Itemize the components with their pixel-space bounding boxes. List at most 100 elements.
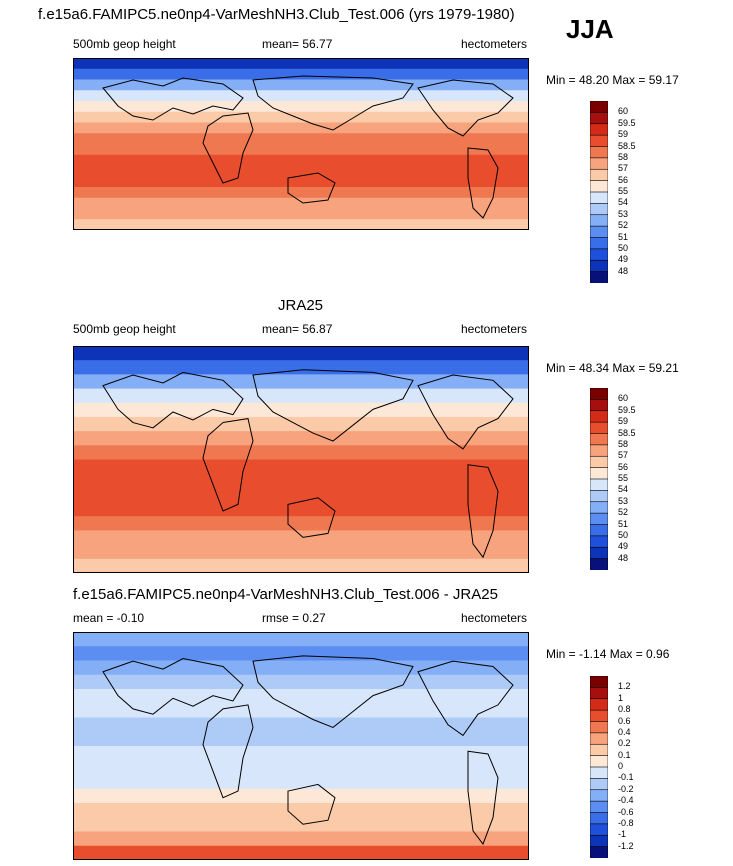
panel1-right-label: hectometers bbox=[461, 37, 528, 51]
heatmap-band bbox=[73, 346, 529, 361]
colorbar-tick-label: 48 bbox=[618, 552, 629, 563]
colorbar-tick-label: 55 bbox=[618, 473, 629, 483]
colorbar-tick-label: 0.1 bbox=[618, 749, 631, 760]
colorbar-tick-label: 51 bbox=[618, 518, 629, 529]
colorbar-tick-label: 0.8 bbox=[618, 704, 631, 715]
colorbar-swatch bbox=[590, 755, 608, 768]
colorbar-swatch bbox=[590, 180, 608, 193]
heatmap-band bbox=[73, 374, 529, 390]
colorbar-tick-label: 50 bbox=[618, 242, 629, 253]
heatmap-band bbox=[73, 79, 529, 91]
coastline bbox=[103, 372, 243, 427]
colorbar-tick-label: 53 bbox=[618, 208, 629, 219]
coastline bbox=[253, 656, 413, 728]
colorbar-swatch bbox=[590, 512, 608, 526]
panel2-map bbox=[73, 346, 529, 573]
colorbar-swatch bbox=[590, 388, 608, 400]
heatmap-band bbox=[73, 646, 529, 662]
heatmap-band bbox=[73, 144, 529, 156]
colorbar-tick-label: 0.6 bbox=[618, 715, 631, 726]
heatmap-band bbox=[73, 58, 529, 70]
heatmap-band bbox=[73, 445, 529, 461]
coastline bbox=[103, 78, 243, 120]
heatmap-band bbox=[73, 208, 529, 220]
heatmap-band bbox=[73, 817, 529, 833]
colorbar-swatch bbox=[590, 214, 608, 227]
panel3-center-label: rmse = 0.27 bbox=[262, 611, 326, 625]
heatmap-band bbox=[73, 660, 529, 676]
colorbar-swatch bbox=[590, 535, 608, 548]
heatmap-band bbox=[73, 187, 529, 199]
heatmap-band bbox=[73, 90, 529, 102]
panel3-right-label: hectometers bbox=[461, 611, 528, 625]
colorbar-swatch bbox=[590, 444, 608, 457]
heatmap-band bbox=[73, 502, 529, 517]
heatmap-band bbox=[73, 760, 529, 776]
heatmap-band bbox=[73, 674, 529, 690]
heatmap-band bbox=[73, 803, 529, 818]
heatmap-band bbox=[73, 689, 529, 704]
heatmap-band bbox=[73, 133, 529, 145]
colorbar-tick-label: 0 bbox=[618, 761, 624, 771]
heatmap-band bbox=[73, 101, 529, 113]
panel2-left-label: 500mb geop height bbox=[73, 322, 176, 336]
colorbar-swatch bbox=[590, 546, 608, 560]
colorbar-tick-label: -0.8 bbox=[618, 817, 634, 828]
colorbar-swatch bbox=[590, 558, 608, 570]
colorbar-swatch bbox=[590, 455, 608, 469]
colorbar-swatch bbox=[590, 399, 608, 412]
colorbar-tick-label: 0.2 bbox=[618, 738, 631, 749]
colorbar-swatch bbox=[590, 490, 608, 503]
colorbar-tick-label: -1.2 bbox=[618, 840, 634, 851]
colorbar-swatch bbox=[590, 698, 608, 711]
coastline bbox=[288, 498, 335, 538]
heatmap-band bbox=[73, 703, 529, 719]
coastline bbox=[418, 80, 513, 136]
colorbar-swatch bbox=[590, 191, 608, 204]
colorbar-swatch bbox=[590, 732, 608, 745]
coastline bbox=[203, 419, 253, 511]
heatmap-band bbox=[73, 746, 529, 761]
panel1-map bbox=[73, 58, 529, 230]
panel2-right-label: hectometers bbox=[461, 322, 528, 336]
colorbar-swatch bbox=[590, 834, 608, 848]
colorbar-swatch bbox=[590, 676, 608, 688]
colorbar-swatch bbox=[590, 157, 608, 170]
colorbar-swatch bbox=[590, 800, 608, 814]
heatmap-band bbox=[73, 111, 529, 124]
heatmap-band bbox=[73, 831, 529, 847]
heatmap-band bbox=[73, 176, 529, 188]
season-label: JJA bbox=[566, 14, 614, 44]
colorbar-tick-label: 55 bbox=[618, 186, 629, 196]
colorbar-swatch bbox=[590, 709, 608, 723]
panel2-colorbar bbox=[590, 388, 608, 570]
coastline bbox=[203, 113, 253, 183]
colorbar-swatch bbox=[590, 410, 608, 423]
colorbar-tick-label: 60 bbox=[618, 393, 629, 404]
panel3-minmax: Min = -1.14 Max = 0.96 bbox=[546, 647, 670, 661]
colorbar-swatch bbox=[590, 112, 608, 125]
panel2-map-svg bbox=[73, 346, 529, 573]
heatmap-band bbox=[73, 219, 529, 230]
colorbar-tick-label: 57 bbox=[618, 450, 629, 461]
coastline bbox=[418, 375, 513, 449]
coastline bbox=[468, 465, 498, 557]
colorbar-swatch bbox=[590, 812, 608, 825]
colorbar-swatch bbox=[590, 168, 608, 182]
coastline bbox=[203, 705, 253, 798]
colorbar-swatch bbox=[590, 789, 608, 802]
coastline bbox=[288, 784, 335, 824]
colorbar-tick-label: -0.2 bbox=[618, 783, 634, 794]
colorbar-tick-label: 60 bbox=[618, 106, 629, 117]
colorbar-tick-label: 54 bbox=[618, 484, 629, 495]
colorbar-tick-label: 59 bbox=[618, 416, 629, 427]
main-title: f.e15a6.FAMIPC5.ne0np4-VarMeshNH3.Club_T… bbox=[38, 6, 515, 23]
heatmap-band bbox=[73, 516, 529, 532]
colorbar-swatch bbox=[590, 823, 608, 836]
colorbar-tick-label: -0.1 bbox=[618, 772, 634, 783]
heatmap-band bbox=[73, 544, 529, 560]
panel2-title: JRA25 bbox=[278, 297, 324, 314]
colorbar-tick-label: 48 bbox=[618, 265, 629, 276]
colorbar-tick-label: 54 bbox=[618, 197, 629, 208]
colorbar-swatch bbox=[590, 524, 608, 537]
